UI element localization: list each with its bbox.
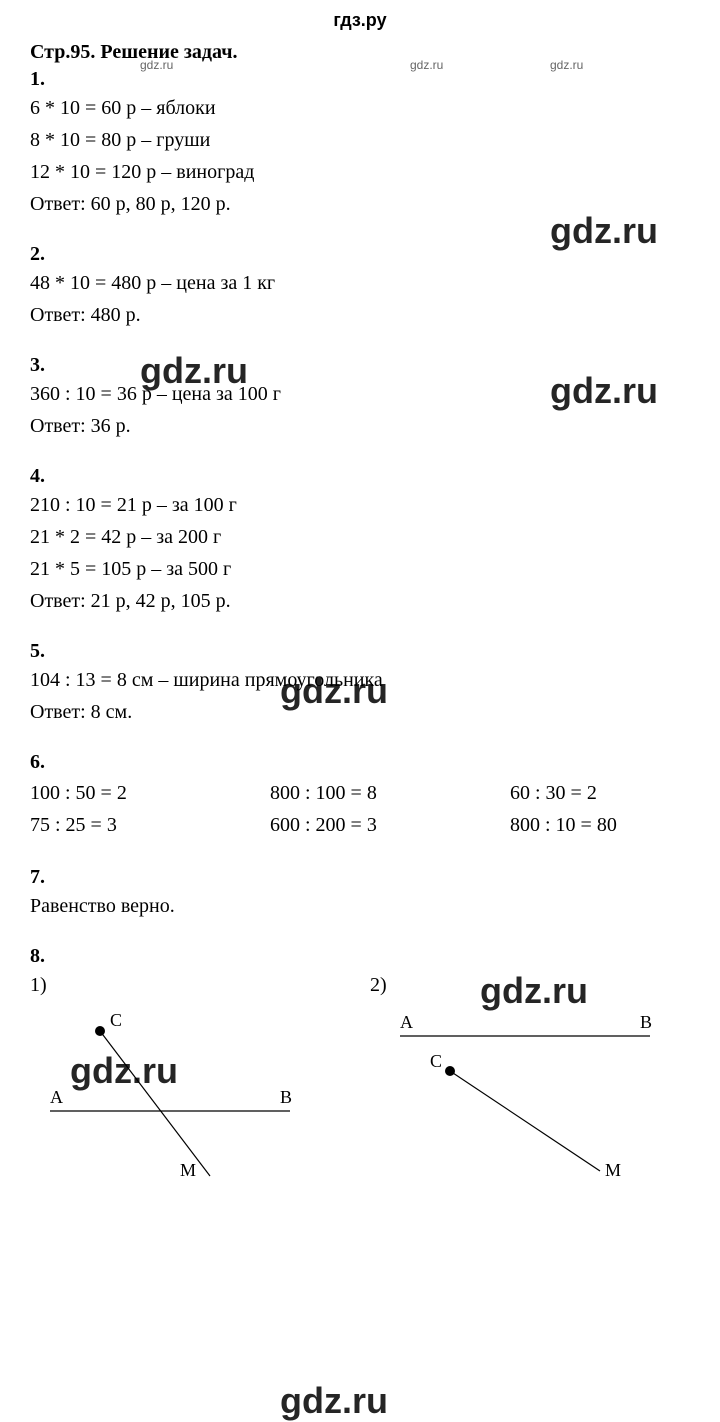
problem-3-line-1: 360 : 10 = 36 р – цена за 100 г xyxy=(30,379,690,409)
diagram-1-svg: A B C M xyxy=(30,1001,330,1181)
problem-1-number: 1. xyxy=(30,68,690,91)
problem-3: 3. 360 : 10 = 36 р – цена за 100 г Ответ… xyxy=(30,354,690,441)
problem-4-answer: Ответ: 21 р, 42 р, 105 р. xyxy=(30,586,690,616)
problem-2-line-1: 48 * 10 = 480 р – цена за 1 кг xyxy=(30,268,690,298)
diagram-2-label-m: M xyxy=(605,1160,621,1180)
problem-6-c3r1: 60 : 30 = 2 xyxy=(510,778,690,808)
diagram-2-label-c: C xyxy=(430,1051,442,1071)
problem-1-line-3: 12 * 10 = 120 р – виноград xyxy=(30,157,690,187)
diagram-2-svg: A B C M xyxy=(370,1001,670,1181)
problem-5-line-1: 104 : 13 = 8 см – ширина прямоугольника xyxy=(30,665,690,695)
problem-1: 1. 6 * 10 = 60 р – яблоки 8 * 10 = 80 р … xyxy=(30,68,690,219)
diagram-1-label-m: M xyxy=(180,1160,196,1180)
diagram-1-label: 1) xyxy=(30,974,350,997)
diagram-2-label-b: B xyxy=(640,1012,652,1032)
problem-8-number: 8. xyxy=(30,945,690,968)
problem-3-answer: Ответ: 36 р. xyxy=(30,411,690,441)
problem-4: 4. 210 : 10 = 21 р – за 100 г 21 * 2 = 4… xyxy=(30,465,690,616)
problem-3-number: 3. xyxy=(30,354,690,377)
problem-4-line-1: 210 : 10 = 21 р – за 100 г xyxy=(30,490,690,520)
problem-5-number: 5. xyxy=(30,640,690,663)
problem-6: 6. 100 : 50 = 2 75 : 25 = 3 800 : 100 = … xyxy=(30,751,690,842)
problem-6-c1r1: 100 : 50 = 2 xyxy=(30,778,210,808)
problem-6-c3r2: 800 : 10 = 80 xyxy=(510,810,690,840)
problem-6-c1r2: 75 : 25 = 3 xyxy=(30,810,210,840)
problem-7-number: 7. xyxy=(30,866,690,889)
problem-2-number: 2. xyxy=(30,243,690,266)
diagram-1-label-c: C xyxy=(110,1010,122,1030)
diagram-1-label-a: A xyxy=(50,1087,63,1107)
diagram-1-label-b: B xyxy=(280,1087,292,1107)
problem-4-line-3: 21 * 5 = 105 р – за 500 г xyxy=(30,554,690,584)
problem-5-answer: Ответ: 8 см. xyxy=(30,697,690,727)
problem-1-line-1: 6 * 10 = 60 р – яблоки xyxy=(30,93,690,123)
problem-1-answer: Ответ: 60 р, 80 р, 120 р. xyxy=(30,189,690,219)
problem-4-line-2: 21 * 2 = 42 р – за 200 г xyxy=(30,522,690,552)
diagram-2: 2) A B C M xyxy=(370,974,690,1181)
watermark-text: gdz.ru xyxy=(280,1380,388,1422)
problem-7-line-1: Равенство верно. xyxy=(30,891,690,921)
problem-7: 7. Равенство верно. xyxy=(30,866,690,921)
diagram-1: 1) A B C M xyxy=(30,974,350,1181)
problem-8: 8. 1) A B C M 2) A B xyxy=(30,945,690,1181)
diagram-2-label: 2) xyxy=(370,974,690,997)
diagram-2-label-a: A xyxy=(400,1012,413,1032)
problem-1-line-2: 8 * 10 = 80 р – груши xyxy=(30,125,690,155)
problem-6-number: 6. xyxy=(30,751,690,774)
problem-2: 2. 48 * 10 = 480 р – цена за 1 кг Ответ:… xyxy=(30,243,690,330)
problem-4-number: 4. xyxy=(30,465,690,488)
problem-5: 5. 104 : 13 = 8 см – ширина прямоугольни… xyxy=(30,640,690,727)
problem-2-answer: Ответ: 480 р. xyxy=(30,300,690,330)
site-header: гдз.ру xyxy=(30,10,690,31)
problem-6-c2r1: 800 : 100 = 8 xyxy=(270,778,450,808)
problem-6-c2r2: 600 : 200 = 3 xyxy=(270,810,450,840)
page-title: Стр.95. Решение задач. xyxy=(30,41,690,64)
